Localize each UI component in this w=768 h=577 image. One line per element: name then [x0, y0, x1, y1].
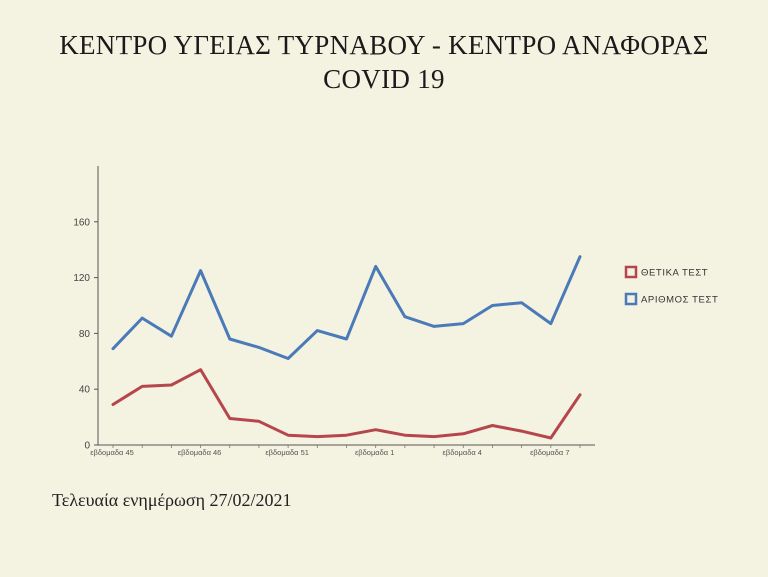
last-update-text: Τελευαία ενημέρωση 27/02/2021 [52, 490, 292, 510]
x-tick-label: εβδομαδα 51 [265, 448, 309, 457]
legend-label: ΑΡΙΘΜΟΣ ΤΕΣΤ [641, 295, 718, 306]
y-tick-label: 160 [73, 217, 90, 228]
x-tick-label: εβδομαδα 1 [355, 448, 394, 457]
x-tick-label: εβδομαδα 4 [443, 448, 482, 457]
y-tick-label: 120 [73, 273, 90, 284]
x-tick-label: εβδομαδα 46 [178, 448, 222, 457]
legend-swatch [624, 292, 638, 306]
series-line-positive-tests [111, 368, 582, 440]
chart-title: ΚΕΝΤΡΟ ΥΓΕΙΑΣ ΤΥΡΝΑΒΟΥ - ΚΕΝΤΡΟ ΑΝΑΦΟΡΑΣ… [0, 28, 768, 96]
legend-swatch [624, 265, 638, 279]
series-line-total-tests [111, 255, 582, 360]
y-tick-label: 0 [84, 441, 90, 452]
x-tick-label: εβδομαδα 45 [90, 448, 134, 457]
x-tick-label: εβδομαδα 7 [530, 448, 569, 457]
legend-label: ΘΕΤΙΚΑ ΤΕΣΤ [641, 268, 708, 279]
title-line-1: ΚΕΝΤΡΟ ΥΓΕΙΑΣ ΤΥΡΝΑΒΟΥ - ΚΕΝΤΡΟ ΑΝΑΦΟΡΑΣ [59, 30, 709, 60]
title-line-2: COVID 19 [323, 64, 445, 94]
y-tick-label: 40 [79, 385, 91, 396]
y-tick-label: 80 [79, 329, 91, 340]
